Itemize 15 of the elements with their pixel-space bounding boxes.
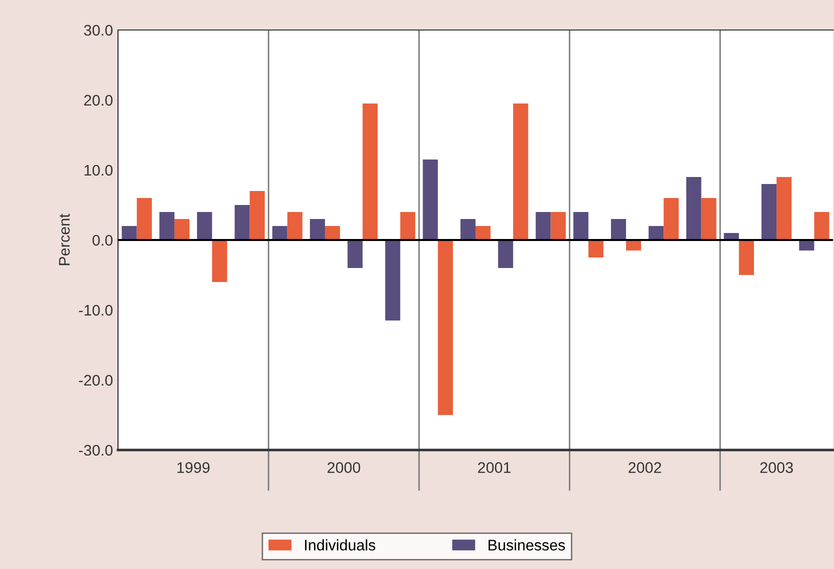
text: 2002 bbox=[628, 462, 662, 473]
y-tick-label: 20.0 bbox=[84, 94, 113, 106]
y-tick-label: 0.0 bbox=[92, 234, 113, 246]
text: 2001 bbox=[478, 462, 511, 473]
y-axis-title: Percent bbox=[59, 214, 70, 266]
legend-label: Businesses bbox=[488, 539, 565, 551]
legend-label: Individuals bbox=[305, 539, 376, 551]
text: 2003 bbox=[760, 462, 793, 473]
text: 2000 bbox=[328, 462, 360, 473]
text: 1999 bbox=[177, 462, 210, 473]
y-tick-label: -30.0 bbox=[79, 444, 113, 456]
y-tick-label: 30.0 bbox=[84, 24, 113, 36]
y-tick-label: -20.0 bbox=[79, 374, 113, 386]
y-tick-label: 10.0 bbox=[84, 164, 113, 176]
y-tick-label: -10.0 bbox=[79, 304, 113, 316]
